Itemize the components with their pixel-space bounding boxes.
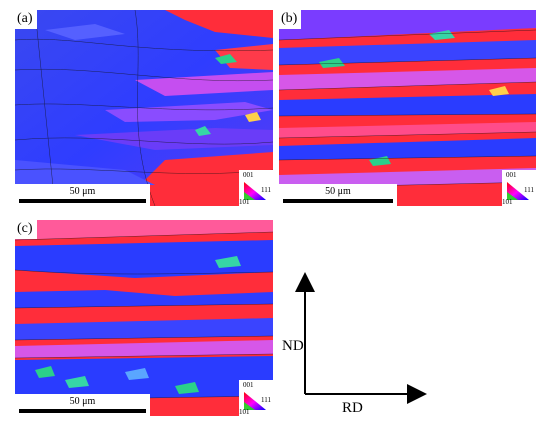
ipf-label-001-b: 001 bbox=[506, 171, 517, 179]
ebsd-map-c: (c) 50 μm 001 111 101 bbox=[15, 220, 273, 416]
ipf-label-111-a: 111 bbox=[261, 186, 271, 194]
ipf-label-111-b: 111 bbox=[524, 186, 534, 194]
ipf-label-111-c: 111 bbox=[261, 396, 271, 404]
ipf-label-001-a: 001 bbox=[243, 171, 254, 179]
scale-bar-line-b bbox=[283, 199, 393, 203]
panel-label-b: (b) bbox=[279, 10, 302, 29]
ipf-legend-b: 001 111 101 bbox=[502, 170, 536, 206]
ipf-triangle-a bbox=[244, 182, 266, 200]
scale-bar-c: 50 μm bbox=[15, 394, 150, 416]
nd-label: ND bbox=[282, 338, 304, 354]
scale-bar-line-a bbox=[19, 199, 146, 203]
scale-bar-label-c: 50 μm bbox=[69, 396, 96, 407]
ipf-label-101-c: 101 bbox=[239, 408, 250, 416]
nd-rd-axes: ND RD bbox=[282, 270, 432, 420]
ebsd-map-b: (b) 50 μm 001 111 101 bbox=[279, 10, 536, 206]
rd-label: RD bbox=[342, 400, 363, 416]
ipf-label-001-c: 001 bbox=[243, 381, 254, 389]
scale-bar-a: 50 μm bbox=[15, 184, 150, 206]
panel-label-a: (a) bbox=[15, 10, 37, 29]
ipf-legend-a: 001 111 101 bbox=[239, 170, 273, 206]
scale-bar-b: 50 μm bbox=[279, 184, 397, 206]
axes-arrows bbox=[295, 272, 427, 404]
ebsd-map-a: (a) 50 μm 001 111 101 bbox=[15, 10, 273, 206]
scale-bar-label-a: 50 μm bbox=[69, 186, 96, 197]
ipf-legend-c: 001 111 101 bbox=[239, 380, 273, 416]
ipf-triangle-b bbox=[507, 182, 529, 200]
scale-bar-label-b: 50 μm bbox=[325, 186, 351, 197]
ipf-label-101-b: 101 bbox=[502, 198, 513, 206]
ipf-triangle-c bbox=[244, 392, 266, 410]
scale-bar-line-c bbox=[19, 409, 146, 413]
orientation-map-a bbox=[15, 10, 273, 206]
ipf-label-101-a: 101 bbox=[239, 198, 250, 206]
orientation-map-b bbox=[279, 10, 536, 206]
panel-label-c: (c) bbox=[15, 220, 37, 239]
orientation-map-c bbox=[15, 220, 273, 416]
